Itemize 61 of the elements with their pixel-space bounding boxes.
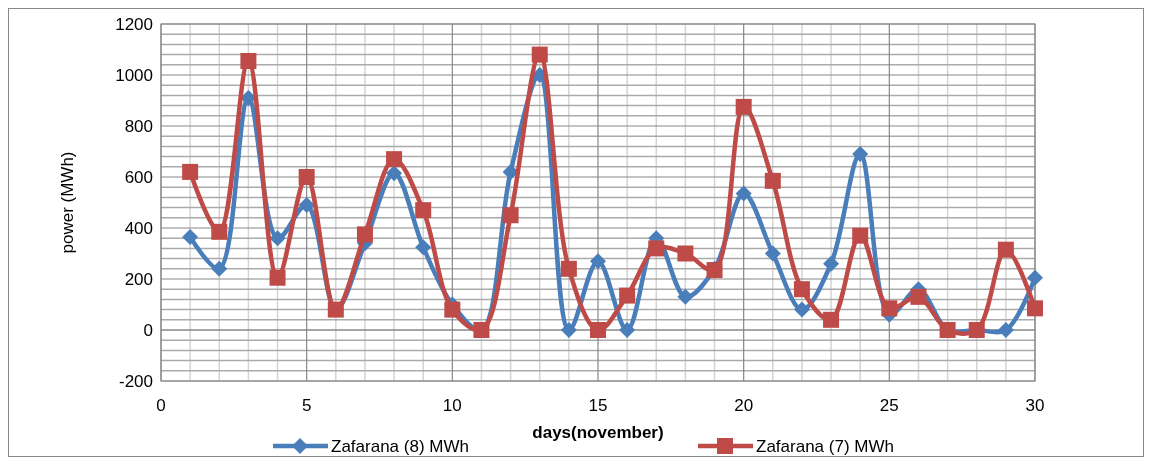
x-tick-label: 20 bbox=[734, 396, 754, 415]
point bbox=[298, 197, 315, 214]
point bbox=[764, 172, 781, 189]
point bbox=[619, 322, 636, 338]
x-tick-label: 5 bbox=[301, 396, 312, 415]
point bbox=[560, 322, 577, 338]
point bbox=[269, 230, 286, 247]
point bbox=[1027, 300, 1043, 317]
point bbox=[240, 52, 257, 69]
point bbox=[386, 151, 403, 168]
point bbox=[910, 288, 927, 305]
y-tick-label: 1000 bbox=[115, 65, 153, 85]
point bbox=[211, 223, 228, 240]
point bbox=[531, 46, 548, 63]
point bbox=[648, 240, 665, 257]
point bbox=[298, 169, 315, 185]
point bbox=[444, 301, 461, 318]
x-tick-label: 10 bbox=[442, 396, 462, 415]
point bbox=[881, 300, 898, 317]
x-tick-label: 15 bbox=[588, 396, 608, 415]
y-axis-title: power (MWh) bbox=[58, 151, 77, 254]
point bbox=[415, 239, 432, 256]
y-tick-label: 1200 bbox=[115, 14, 153, 34]
y-tick-label: 400 bbox=[124, 218, 153, 238]
point bbox=[560, 260, 577, 277]
y-tick-label: 0 bbox=[143, 320, 153, 340]
point bbox=[852, 227, 869, 244]
y-tick-label: 800 bbox=[124, 116, 153, 136]
x-tick-label: 25 bbox=[879, 396, 899, 415]
point bbox=[735, 98, 752, 115]
point bbox=[211, 260, 228, 277]
point bbox=[852, 146, 869, 163]
point bbox=[590, 253, 606, 270]
point bbox=[182, 163, 199, 180]
point bbox=[735, 185, 752, 202]
y-tick-label: 200 bbox=[124, 269, 153, 289]
point bbox=[793, 301, 810, 318]
point bbox=[764, 245, 781, 262]
point bbox=[182, 228, 199, 245]
point bbox=[823, 255, 840, 272]
point bbox=[1027, 269, 1043, 286]
point bbox=[502, 207, 519, 224]
y-tick-label: -200 bbox=[118, 371, 153, 391]
point bbox=[677, 245, 694, 262]
x-tick-label: 0 bbox=[156, 396, 166, 415]
x-tick-label: 30 bbox=[1025, 396, 1045, 415]
point bbox=[997, 322, 1014, 338]
point bbox=[793, 281, 810, 298]
point bbox=[677, 288, 694, 305]
point bbox=[356, 226, 373, 243]
y-tick-label: 600 bbox=[124, 167, 153, 187]
x-axis-title: days(november) bbox=[532, 423, 664, 442]
point bbox=[590, 322, 606, 338]
point bbox=[269, 269, 286, 286]
legend-label: Zafarana (8) MWh bbox=[331, 436, 469, 456]
legend-label: Zafarana (7) MWh bbox=[756, 436, 894, 456]
point bbox=[823, 311, 840, 328]
point bbox=[619, 287, 636, 304]
point bbox=[386, 165, 403, 182]
point bbox=[997, 241, 1014, 258]
point bbox=[415, 202, 432, 219]
